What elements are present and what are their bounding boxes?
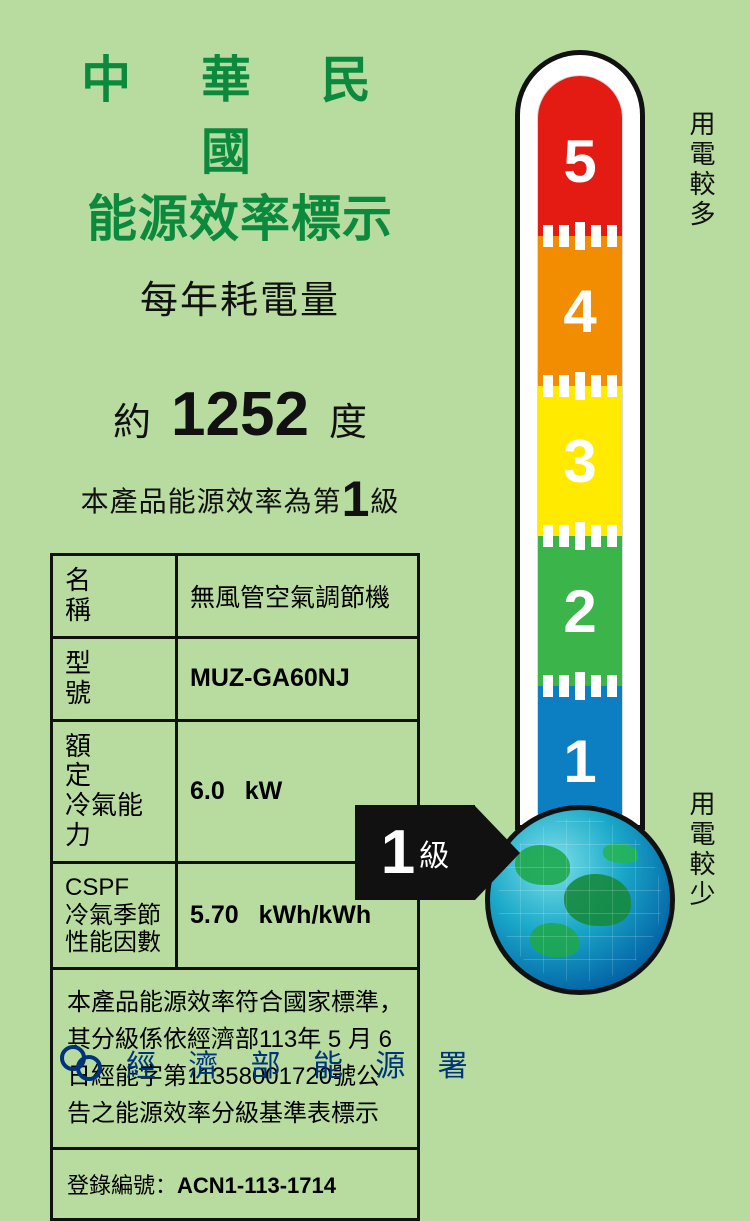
model-label: 型 號 [53, 639, 178, 719]
thermo-seg-2: 2 [538, 536, 622, 686]
consumption-row: 約 1252 度 [50, 379, 430, 450]
registration-row: 登錄編號：ACN1-113-1714 [53, 1150, 417, 1218]
grade-arrow-num: 1 [381, 817, 415, 888]
subtitle: 每年耗電量 [50, 269, 430, 324]
title-line1: 中 華 民 國 [50, 40, 430, 184]
reg-number: ACN1-113-1714 [177, 1173, 336, 1198]
consumption-unit: 度 [329, 391, 367, 446]
arrow-tip-icon [475, 806, 520, 900]
thermometer: 5 4 3 2 1 [515, 50, 645, 980]
side-label-less: 用電較少 [683, 790, 720, 910]
title-line2: 能源效率標示 [50, 179, 430, 251]
side-label-more: 用電較多 [683, 110, 720, 230]
thermo-seg-4: 4 [538, 236, 622, 386]
footer: 經 濟 部 能 源 署 [60, 1041, 480, 1085]
grade-pre: 本產品能源效率為第 [81, 486, 342, 517]
grade-arrow-text: 級 [419, 831, 449, 875]
model-value: MUZ-GA60NJ [178, 639, 417, 719]
name-label: 名 稱 [53, 556, 178, 636]
footer-text: 經 濟 部 能 源 署 [126, 1041, 480, 1085]
grade-arrow: 1 級 [355, 805, 520, 900]
grade-statement: 本產品能源效率為第1級 [50, 470, 430, 528]
grade-post: 級 [370, 486, 399, 517]
reg-label: 登錄編號： [67, 1173, 177, 1198]
cspf-label: CSPF 冷氣季節 性能因數 [53, 864, 178, 967]
grade-number: 1 [342, 471, 371, 527]
consumption-value: 1252 [171, 379, 309, 450]
thermo-seg-5: 5 [538, 76, 622, 236]
thermometer-tube: 5 4 3 2 1 [537, 75, 623, 835]
agency-logo-icon [60, 1045, 108, 1081]
approx-label: 約 [113, 391, 151, 446]
thermo-seg-3: 3 [538, 386, 622, 536]
name-value: 無風管空氣調節機 [178, 556, 417, 636]
capacity-label: 額 定 冷氣能力 [53, 722, 178, 862]
